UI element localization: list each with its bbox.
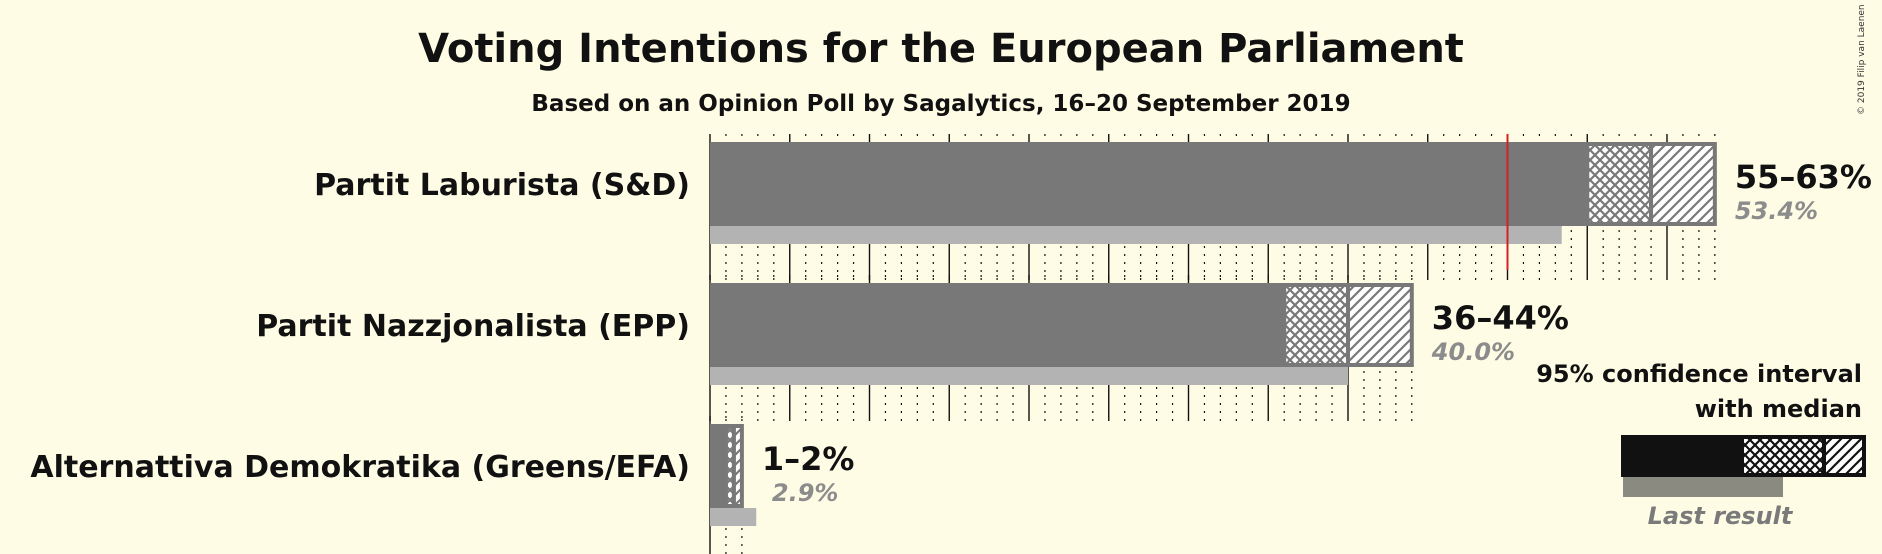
legend-solid-swatch	[1621, 435, 1742, 477]
legend-cross-swatch	[1740, 435, 1826, 477]
series-2-last-result-label: 40.0%	[1431, 338, 1515, 366]
bars-group	[710, 134, 1717, 526]
series-3-party-label: Alternattiva Demokratika (Greens/EFA)	[30, 450, 690, 485]
series-2-range-label: 36–44%	[1432, 299, 1569, 337]
series-3-last-result-label: 2.9%	[772, 479, 839, 507]
series-1-range-label: 55–63%	[1735, 158, 1872, 196]
chart-subtitle: Based on an Opinion Poll by Sagalytics, …	[531, 91, 1350, 117]
series-3-ci-upper	[731, 424, 744, 508]
legend: 95% confidence interval with median Last…	[1536, 360, 1866, 530]
legend-title-line2: with median	[1695, 395, 1862, 423]
series-2-party-label: Partit Nazzjonalista (EPP)	[256, 309, 690, 344]
series-2-last-result-bar	[710, 367, 1348, 385]
series-3-range-label: 1–2%	[762, 440, 855, 478]
chart-title: Voting Intentions for the European Parli…	[418, 26, 1464, 72]
series-1-last-result-label: 53.4%	[1735, 197, 1818, 225]
series-1-party-label: Partit Laburista (S&D)	[314, 168, 690, 203]
legend-last-result-label: Last result	[1648, 502, 1794, 530]
labels-group: Partit Laburista (S&D) 55–63%53.4% Partit …	[30, 158, 1872, 507]
series-1-solid-bar	[710, 142, 1588, 226]
legend-hatch-swatch	[1822, 435, 1866, 477]
series-3-solid-bar	[710, 424, 726, 508]
legend-last-result-swatch	[1623, 477, 1783, 497]
series-1-last-result-bar	[710, 226, 1562, 244]
series-1-ci-upper	[1649, 142, 1717, 226]
series-1-ci-lower	[1585, 142, 1654, 226]
series-2-ci-upper	[1346, 283, 1414, 367]
series-2-ci-lower	[1282, 283, 1350, 367]
series-3-last-result-bar	[710, 508, 757, 526]
copyright-text: © 2019 Filip van Laenen	[1857, 4, 1867, 115]
legend-title-line1: 95% confidence interval	[1536, 360, 1862, 388]
series-2-solid-bar	[710, 283, 1285, 367]
